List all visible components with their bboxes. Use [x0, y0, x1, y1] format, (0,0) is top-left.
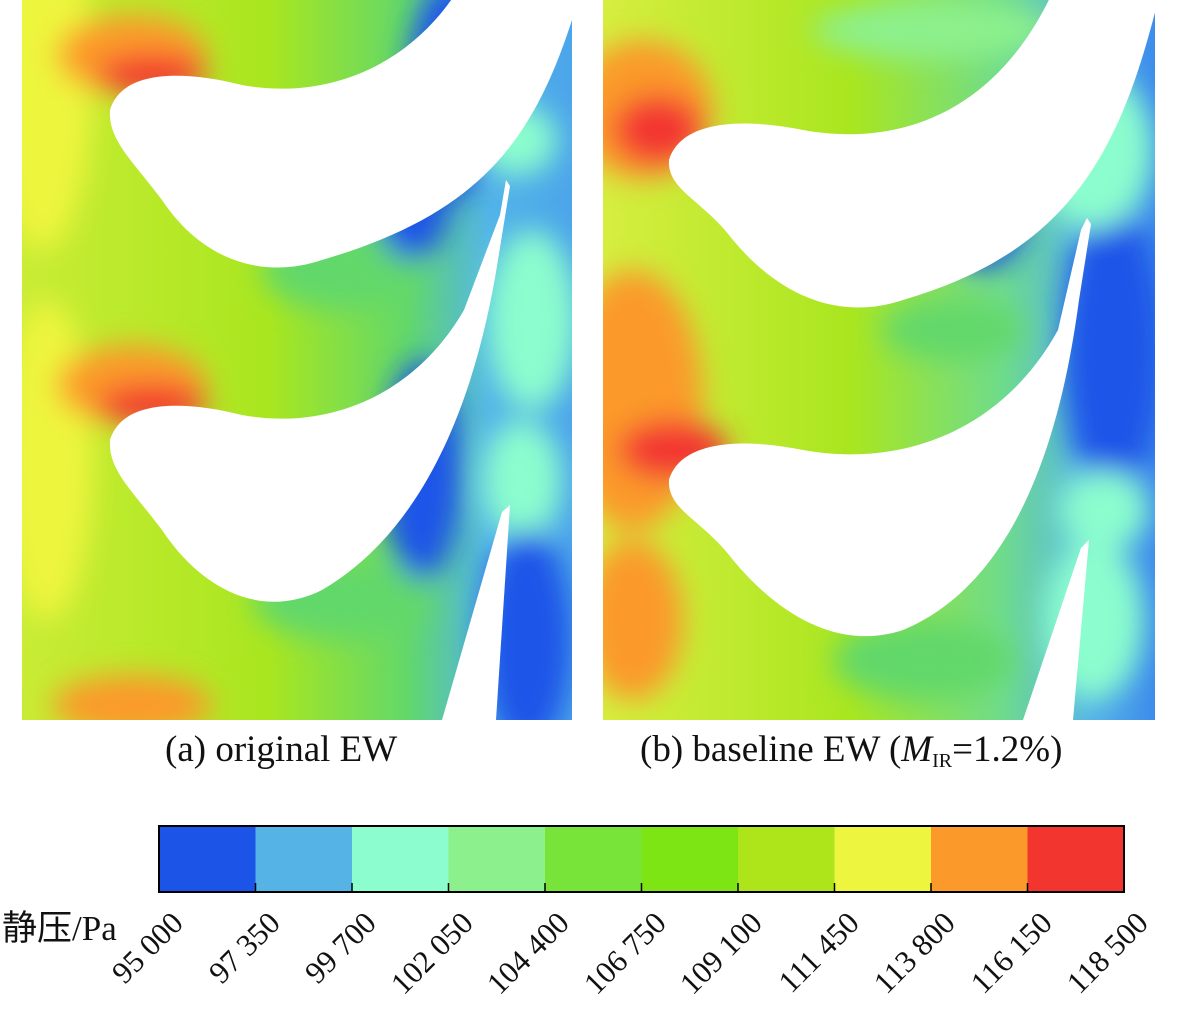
colorbar-tick-label: 102 050: [383, 905, 480, 1001]
colorbar-tick-label: 95 000: [104, 905, 190, 991]
colorbar-segment: [255, 826, 353, 892]
colorbar-segment: [641, 826, 739, 892]
colorbar-tick-label: 118 500: [1059, 905, 1155, 1001]
colorbar-tick-label: 109 100: [672, 905, 769, 1001]
contour-panel-baseline: [603, 0, 1155, 720]
colorbar-segment: [352, 826, 449, 892]
caption-math-subscript: IR: [932, 750, 953, 772]
pressure-contour-plot-a: [22, 0, 572, 720]
caption-original-ew: (a) original EW: [165, 728, 397, 771]
colorbar-segment: [1027, 826, 1125, 892]
colorbar-segment: [545, 826, 642, 892]
caption-baseline-ew: (b) baseline EW (MIR=1.2%): [640, 728, 1062, 773]
colorbar-segment: [834, 826, 932, 892]
caption-math-symbol: M: [901, 729, 933, 770]
colorbar-segment: [738, 826, 835, 892]
colorbar-segment: [159, 826, 256, 892]
colorbar-title: 静压/Pa: [2, 909, 117, 948]
colorbar-tick-label: 104 400: [479, 905, 576, 1001]
pressure-colorbar: [158, 825, 1125, 893]
caption-text-suffix: =1.2%): [952, 729, 1063, 770]
pressure-contour-plot-b: [603, 0, 1155, 720]
colorbar-segment: [931, 826, 1028, 892]
colorbar-tick-label: 99 700: [297, 905, 383, 991]
colorbar-tick-label: 97 350: [201, 905, 287, 991]
caption-text: (a) original EW: [165, 729, 398, 770]
contour-panel-original: [22, 0, 572, 720]
colorbar-tick-label: 116 150: [963, 905, 1059, 1001]
colorbar-segment: [448, 826, 546, 892]
caption-text-prefix: (b) baseline EW (: [640, 729, 902, 770]
colorbar-tick-label: 111 450: [770, 905, 866, 1000]
colorbar-tick-label: 106 750: [576, 905, 673, 1001]
colorbar-tick-label: 113 800: [866, 905, 962, 1001]
